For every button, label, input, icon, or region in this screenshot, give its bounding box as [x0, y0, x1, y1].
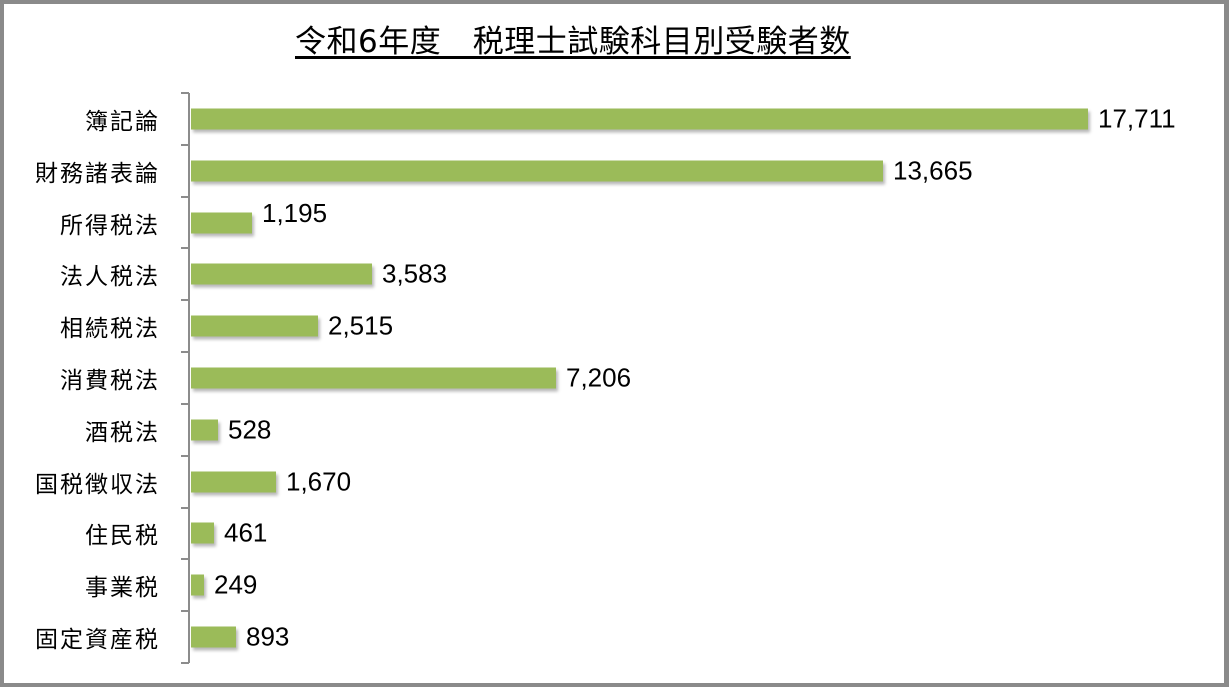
axis-tick	[181, 351, 189, 354]
value-label: 528	[228, 414, 272, 445]
bar-row: 事業税 249	[0, 559, 1229, 611]
bar-row: 簿記論 17,711	[0, 93, 1229, 145]
data-bar	[191, 108, 1088, 130]
chart-title: 令和6年度 税理士試験科目別受験者数	[295, 24, 851, 60]
data-bar	[191, 263, 372, 285]
category-label: 国税徴収法	[35, 471, 160, 498]
value-label: 893	[246, 621, 290, 652]
axis-tick	[181, 662, 189, 664]
category-label: 事業税	[85, 575, 160, 602]
axis-tick	[181, 247, 189, 250]
value-label: 1,195	[262, 197, 328, 228]
value-label: 3,583	[382, 258, 448, 289]
data-bar	[191, 419, 218, 441]
axis-tick	[181, 143, 189, 146]
data-bar	[191, 212, 252, 234]
value-label: 17,711	[1098, 103, 1176, 134]
data-bar	[191, 160, 883, 182]
value-label: 7,206	[566, 362, 632, 393]
bar-row: 住民税 461	[0, 508, 1229, 560]
value-label: 461	[224, 517, 268, 548]
axis-tick	[181, 610, 189, 613]
value-label: 13,665	[893, 155, 973, 186]
category-label: 消費税法	[60, 367, 160, 394]
data-bar	[191, 574, 204, 596]
data-bar	[191, 522, 214, 544]
axis-tick	[181, 506, 189, 509]
category-label: 簿記論	[85, 108, 160, 135]
bar-row: 所得税法 1,195	[0, 197, 1229, 249]
category-label: 法人税法	[60, 264, 160, 291]
data-bar	[191, 471, 276, 493]
bar-row: 法人税法 3,583	[0, 248, 1229, 300]
bar-row: 国税徴収法 1,670	[0, 456, 1229, 508]
category-label: 住民税	[85, 523, 160, 550]
axis-tick	[181, 454, 189, 457]
data-bar	[191, 367, 556, 389]
data-bar	[191, 315, 318, 337]
data-bar	[191, 626, 236, 648]
axis-tick	[181, 299, 189, 302]
category-label: 所得税法	[60, 212, 160, 239]
bar-row: 財務諸表論 13,665	[0, 145, 1229, 197]
bar-row: 相続税法 2,515	[0, 300, 1229, 352]
category-label: 固定資産税	[35, 627, 160, 654]
value-label: 2,515	[328, 310, 394, 341]
category-label: 酒税法	[85, 419, 160, 446]
bar-row: 消費税法 7,206	[0, 352, 1229, 404]
value-label: 249	[214, 569, 258, 600]
axis-tick	[181, 92, 189, 94]
bar-row: 固定資産税 893	[0, 611, 1229, 663]
axis-tick	[181, 402, 189, 405]
category-label: 財務諸表論	[35, 160, 160, 187]
category-axis-line	[188, 93, 190, 663]
bar-row: 酒税法 528	[0, 404, 1229, 456]
category-label: 相続税法	[60, 316, 160, 343]
value-label: 1,670	[286, 466, 352, 497]
axis-tick	[181, 558, 189, 561]
axis-tick	[181, 195, 189, 198]
